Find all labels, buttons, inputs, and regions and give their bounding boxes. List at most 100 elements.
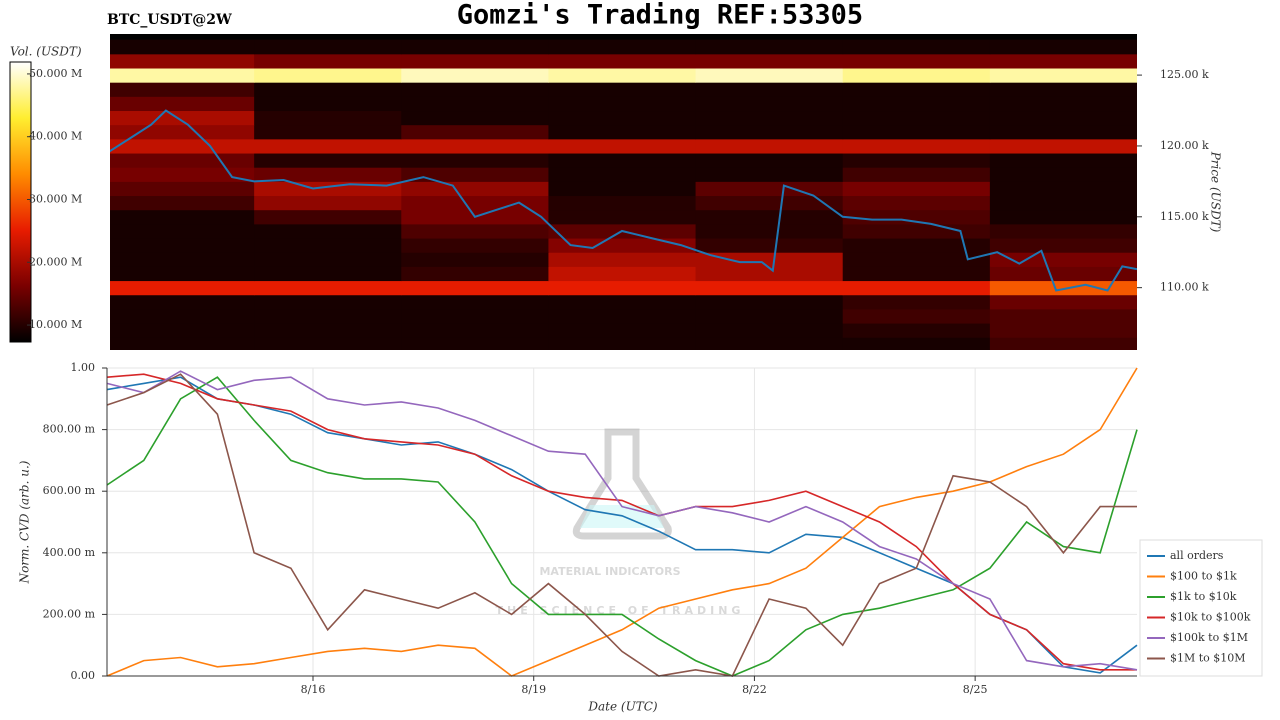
heat-cell <box>695 238 844 253</box>
heat-cell <box>842 53 991 69</box>
page-title: Gomzi's Trading REF:53305 <box>457 0 863 31</box>
y-axis-label: Norm. CVD (arb. u.) <box>18 460 32 584</box>
heat-cell <box>989 308 1137 324</box>
price-tick-label: 120.00 k <box>1160 139 1209 152</box>
heat-cell <box>695 68 844 83</box>
heat-cell <box>695 308 844 324</box>
legend-label: $100k to $1M <box>1170 631 1248 644</box>
heat-cell <box>548 323 697 338</box>
x-tick-label: 8/16 <box>301 683 326 696</box>
y-tick-label: 0.00 <box>71 669 96 682</box>
heat-cell <box>548 280 697 296</box>
heat-cell <box>695 195 844 211</box>
heat-cell <box>254 280 402 296</box>
heat-cell <box>110 53 255 69</box>
legend-label: $1M to $10M <box>1170 652 1246 665</box>
heat-cell <box>254 153 402 168</box>
heat-cell <box>695 53 844 69</box>
heat-cell <box>254 53 402 69</box>
heat-cell <box>695 124 844 140</box>
heat-cell <box>401 323 549 338</box>
heat-cell <box>401 82 549 97</box>
heat-cell <box>842 39 991 55</box>
heat-cell <box>548 110 697 126</box>
heat-cell <box>989 68 1137 83</box>
heat-cell <box>842 323 991 338</box>
legend-label: $1k to $10k <box>1170 590 1237 603</box>
heat-cell <box>842 153 991 168</box>
x-tick-label: 8/25 <box>963 683 988 696</box>
heat-cell <box>548 252 697 267</box>
heat-cell <box>401 294 549 310</box>
heat-cell <box>548 39 697 55</box>
y-tick-label: 600.00 m <box>43 484 96 497</box>
heat-cell <box>110 39 255 55</box>
heat-cell <box>695 110 844 126</box>
heat-cell <box>548 209 697 225</box>
heat-cell <box>110 280 255 296</box>
heat-cell <box>842 96 991 112</box>
heat-cell <box>695 39 844 55</box>
y-tick-label: 800.00 m <box>43 423 96 436</box>
price-tick-label: 125.00 k <box>1160 68 1209 81</box>
heat-cell <box>989 223 1137 239</box>
cvd-lines <box>106 367 1138 677</box>
heat-cell <box>110 110 255 126</box>
heat-cell <box>989 39 1137 55</box>
price-axis-label: Price (USDT) <box>1209 151 1223 233</box>
heat-cell <box>989 153 1137 168</box>
heat-cell <box>842 252 991 267</box>
heat-cell <box>254 39 402 55</box>
cvd-line <box>106 367 1138 677</box>
heat-cell <box>842 223 991 239</box>
x-tick-label: 8/19 <box>521 683 546 696</box>
heat-cell <box>989 124 1137 140</box>
heat-cell <box>695 294 844 310</box>
heat-cell <box>989 195 1137 211</box>
heat-cell <box>401 238 549 253</box>
heat-cell <box>254 167 402 182</box>
heat-cell <box>548 238 697 253</box>
heat-cell <box>548 195 697 211</box>
heat-cell <box>842 209 991 225</box>
heat-cell <box>401 124 549 140</box>
legend <box>1139 539 1263 677</box>
heat-cell <box>401 138 549 154</box>
cvd-line <box>106 373 1137 671</box>
heat-cell <box>989 138 1137 154</box>
colorbar-tick-label: 30.000 M <box>29 192 82 205</box>
price-tick-label: 115.00 k <box>1160 210 1209 223</box>
heat-cell <box>989 209 1137 225</box>
heat-cell <box>842 238 991 253</box>
heat-cell <box>989 323 1137 338</box>
heat-cell <box>842 138 991 154</box>
heat-cell <box>401 252 549 267</box>
heat-cell <box>110 308 255 324</box>
heat-cell <box>842 266 991 282</box>
x-axis-label: Date (UTC) <box>587 700 657 714</box>
heat-cell <box>254 223 402 239</box>
heat-cell <box>254 238 402 253</box>
heat-cell <box>989 280 1137 296</box>
heat-cell <box>254 209 402 225</box>
heat-cell <box>989 181 1137 197</box>
heat-cell <box>548 181 697 197</box>
heat-cell <box>110 337 255 350</box>
pair-label: BTC_USDT@2W <box>107 12 232 28</box>
flask-icon <box>572 428 672 540</box>
heat-cell <box>548 153 697 168</box>
legend-label: all orders <box>1170 549 1224 562</box>
price-line <box>110 109 1137 292</box>
heat-cell <box>695 82 844 97</box>
heat-cell <box>254 266 402 282</box>
heat-cell <box>548 53 697 69</box>
heatmap <box>110 39 1137 350</box>
heat-cell <box>548 337 697 350</box>
colorbar-tick-label: 10.000 M <box>29 318 82 331</box>
heat-cell <box>110 124 255 140</box>
heat-cell <box>548 138 697 154</box>
heat-cell <box>110 238 255 253</box>
heat-cell <box>254 124 402 140</box>
heat-cell <box>842 68 991 83</box>
heat-cell <box>401 39 549 55</box>
